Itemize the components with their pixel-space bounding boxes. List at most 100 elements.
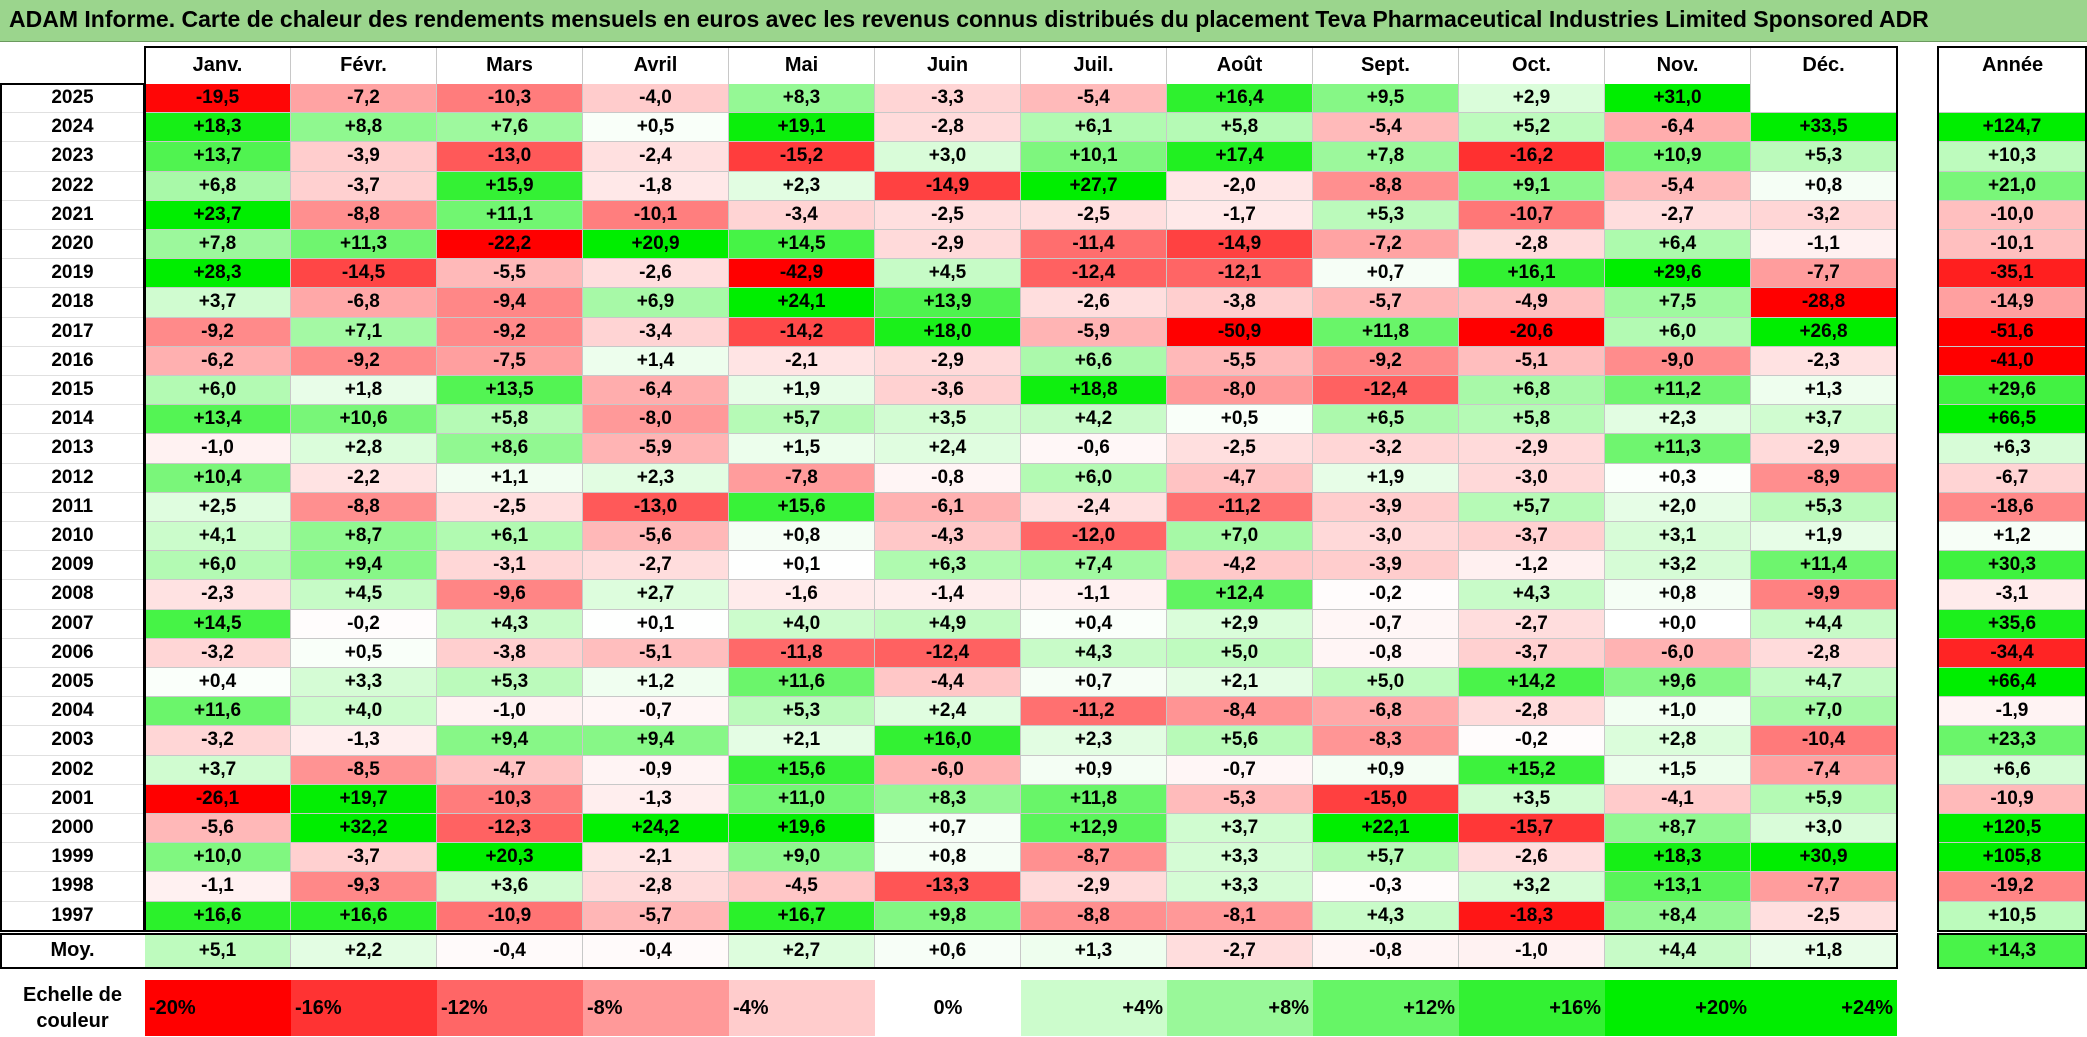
heatmap-cell: +4,4 [1751,609,1897,639]
annual-cell: -10,0 [1938,200,2087,230]
color-scale-step: +24% [1751,980,1897,1036]
heatmap-cell: -4,7 [437,755,583,785]
heatmap-cell: -2,8 [1459,697,1605,727]
heatmap-cell: +13,4 [145,405,291,435]
heatmap-cell: -0,2 [291,609,437,639]
heatmap-cell: +1,8 [291,376,437,406]
heatmap-cell: +30,9 [1751,843,1897,873]
heatmap-cell: +11,3 [291,230,437,260]
heatmap-cell: +11,4 [1751,551,1897,581]
heatmap-cell: -2,2 [291,463,437,493]
heatmap-cell: +22,1 [1313,814,1459,844]
heatmap-cell: -8,8 [291,200,437,230]
heatmap-cell: -7,2 [291,84,437,114]
heatmap-cell: -13,3 [875,872,1021,902]
heatmap-cell: +6,0 [145,551,291,581]
heatmap-cell: -8,9 [1751,463,1897,493]
heatmap-cell: -1,3 [583,784,729,814]
year-label: 2021 [0,200,145,230]
heatmap-cell: -6,2 [145,346,291,376]
heatmap-cell: +11,1 [437,200,583,230]
heatmap-cell: +13,1 [1605,872,1751,902]
heatmap-cell: +3,7 [145,755,291,785]
heatmap-cell: +2,7 [583,580,729,610]
heatmap-cell: -13,0 [583,492,729,522]
heatmap-cell: +11,3 [1605,434,1751,464]
heatmap-cell: +14,2 [1459,668,1605,698]
heatmap-cell: -2,8 [1459,230,1605,260]
annual-cell: +10,5 [1938,901,2087,931]
heatmap-cell: +0,0 [1605,609,1751,639]
heatmap-cell: -18,3 [1459,901,1605,931]
average-cell: +1,3 [1021,934,1167,968]
heatmap-cell: -5,1 [1459,346,1605,376]
heatmap-cell: -15,7 [1459,814,1605,844]
heatmap-cell: -2,8 [1751,638,1897,668]
heatmap-cell: +3,3 [291,668,437,698]
average-cell: +2,7 [729,934,875,968]
heatmap-cell: -0,7 [1313,609,1459,639]
heatmap-cell: +23,7 [145,200,291,230]
heatmap-cell: -0,9 [583,755,729,785]
heatmap-cell: -11,2 [1167,492,1313,522]
annual-cell: -10,1 [1938,230,2087,260]
heatmap-cell: +7,0 [1751,697,1897,727]
heatmap-cell: -0,8 [1313,638,1459,668]
year-label: 1997 [0,901,145,931]
heatmap-cell: +3,5 [1459,784,1605,814]
month-header: Juin [875,47,1021,84]
annual-cell: +6,6 [1938,755,2087,785]
heatmap-cell: +2,9 [1459,84,1605,114]
heatmap-cell: +2,0 [1605,492,1751,522]
heatmap-cell: +4,0 [291,697,437,727]
heatmap-cell: -5,5 [1167,346,1313,376]
year-label: 2011 [0,492,145,522]
average-cell: -0,4 [437,934,583,968]
heatmap-cell: -5,5 [437,259,583,289]
heatmap-cell: +4,3 [1313,901,1459,931]
heatmap-cell: +4,3 [1021,638,1167,668]
heatmap-cell: -2,1 [583,843,729,873]
month-header: Févr. [291,47,437,84]
color-scale-step: 0% [875,980,1021,1036]
heatmap-cell: +4,5 [291,580,437,610]
heatmap-cell: +0,4 [145,668,291,698]
heatmap-cell: -2,4 [583,142,729,172]
heatmap-cell: -20,6 [1459,317,1605,347]
heatmap-cell: +1,4 [583,346,729,376]
annual-cell: +66,4 [1938,668,2087,698]
heatmap-cell: +6,1 [1021,113,1167,143]
annual-cell: +10,3 [1938,142,2087,172]
heatmap-cell: -2,1 [729,346,875,376]
year-label: 1999 [0,843,145,873]
year-label: 2003 [0,726,145,756]
heatmap-cell: +11,8 [1021,784,1167,814]
heatmap-cell: +10,1 [1021,142,1167,172]
heatmap-cell: -14,9 [1167,230,1313,260]
heatmap-cell: -2,8 [583,872,729,902]
month-header: Avril [583,47,729,84]
heatmap-cell: +1,9 [1313,463,1459,493]
heatmap-cell: +19,1 [729,113,875,143]
month-header: Oct. [1459,47,1605,84]
heatmap-cell: -5,9 [1021,317,1167,347]
heatmap-cell: -1,2 [1459,551,1605,581]
heatmap-cell: +18,3 [145,113,291,143]
heatmap-cell: +6,0 [1021,463,1167,493]
annual-cell: -3,1 [1938,580,2087,610]
year-label: 2004 [0,697,145,727]
heatmap-cell: +4,0 [729,609,875,639]
heatmap-cell: +5,9 [1751,784,1897,814]
heatmap-cell: -15,2 [729,142,875,172]
heatmap-cell: +6,0 [1605,317,1751,347]
heatmap-cell: +7,8 [145,230,291,260]
color-scale-step: -4% [729,980,875,1036]
heatmap-cell: -42,9 [729,259,875,289]
heatmap-cell: -5,4 [1313,113,1459,143]
annual-cell: +21,0 [1938,171,2087,201]
heatmap-cell: -5,6 [145,814,291,844]
heatmap-cell: +3,7 [1167,814,1313,844]
heatmap-cell: -14,5 [291,259,437,289]
average-label: Moy. [0,934,145,968]
year-label: 2015 [0,376,145,406]
